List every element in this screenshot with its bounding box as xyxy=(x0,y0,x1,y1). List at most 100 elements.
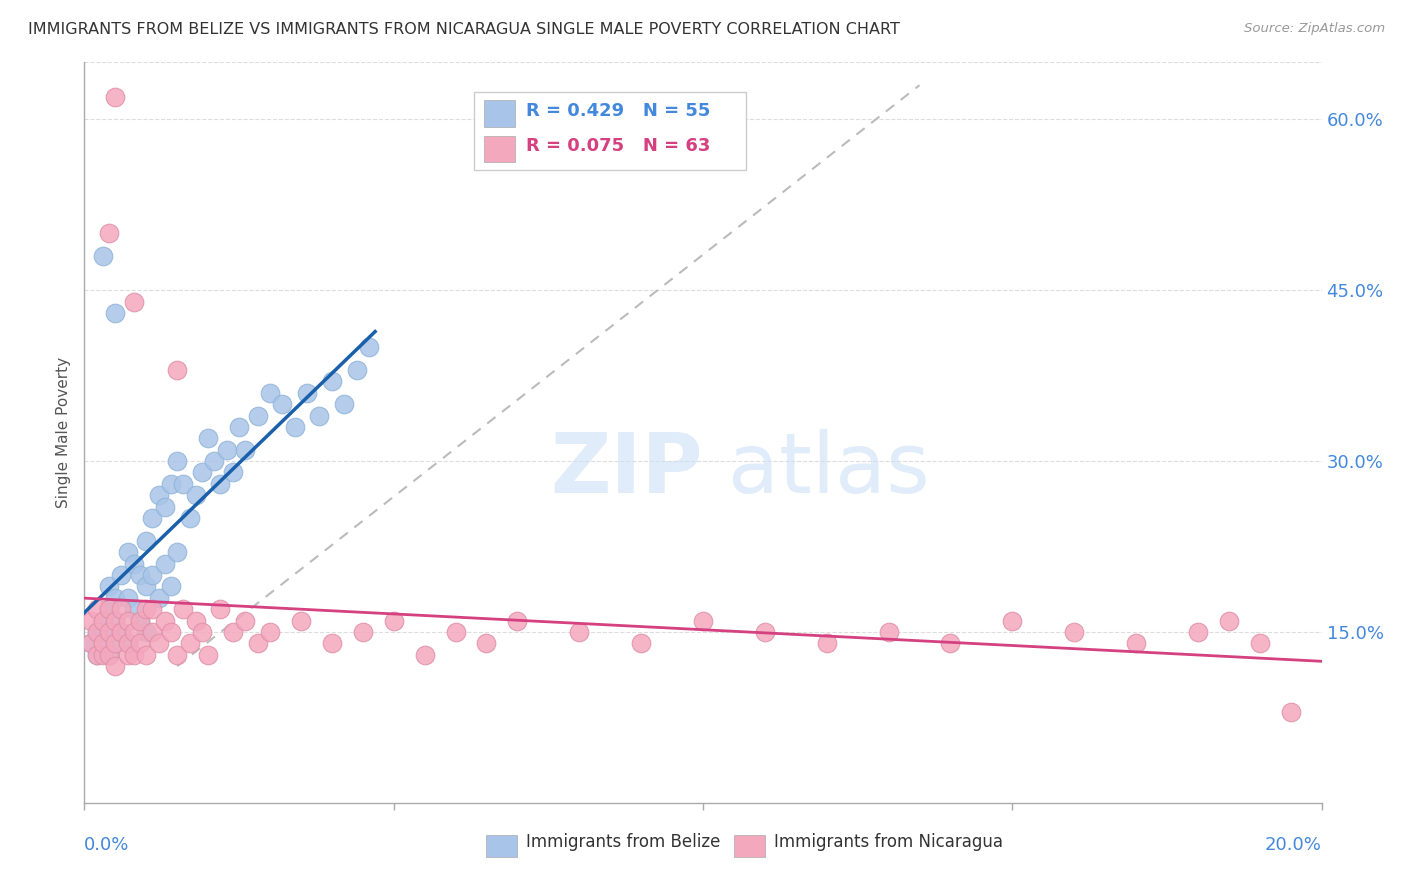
Text: Immigrants from Belize: Immigrants from Belize xyxy=(526,833,720,851)
Point xyxy=(259,385,281,400)
Point xyxy=(1279,705,1302,719)
Point xyxy=(1249,636,1271,650)
Point xyxy=(290,614,312,628)
Point xyxy=(135,602,157,616)
Point xyxy=(877,624,900,639)
Point xyxy=(98,648,121,662)
Point xyxy=(209,476,232,491)
Point xyxy=(754,624,776,639)
FancyBboxPatch shape xyxy=(484,100,515,127)
Point xyxy=(153,614,176,628)
Point xyxy=(166,545,188,559)
Point xyxy=(1125,636,1147,650)
Text: Source: ZipAtlas.com: Source: ZipAtlas.com xyxy=(1244,22,1385,36)
Point xyxy=(630,636,652,650)
Point xyxy=(122,602,145,616)
Point xyxy=(98,602,121,616)
FancyBboxPatch shape xyxy=(486,835,517,857)
Point xyxy=(197,431,219,445)
Point xyxy=(122,624,145,639)
Point xyxy=(1187,624,1209,639)
Point xyxy=(197,648,219,662)
Point xyxy=(110,624,132,639)
Point xyxy=(308,409,330,423)
Point xyxy=(135,579,157,593)
Point xyxy=(117,545,139,559)
Point xyxy=(98,624,121,639)
Point xyxy=(506,614,529,628)
Point xyxy=(148,591,170,605)
Point xyxy=(86,624,108,639)
Point xyxy=(104,614,127,628)
Point xyxy=(135,533,157,548)
Point xyxy=(1001,614,1024,628)
Point xyxy=(259,624,281,639)
Point xyxy=(91,636,114,650)
Point xyxy=(184,488,207,502)
Point xyxy=(179,511,201,525)
Point xyxy=(91,614,114,628)
Point xyxy=(352,624,374,639)
Point xyxy=(122,648,145,662)
Point xyxy=(209,602,232,616)
Point xyxy=(117,636,139,650)
Point xyxy=(222,624,245,639)
Point xyxy=(160,579,183,593)
Point xyxy=(79,636,101,650)
Text: R = 0.075   N = 63: R = 0.075 N = 63 xyxy=(526,137,710,155)
Text: atlas: atlas xyxy=(728,429,929,510)
Point xyxy=(129,614,152,628)
Point xyxy=(815,636,838,650)
Point xyxy=(1063,624,1085,639)
FancyBboxPatch shape xyxy=(734,835,765,857)
Point xyxy=(160,476,183,491)
Point xyxy=(153,500,176,514)
Point xyxy=(692,614,714,628)
Point xyxy=(117,591,139,605)
Point xyxy=(104,636,127,650)
Point xyxy=(202,454,225,468)
Point xyxy=(166,648,188,662)
Point xyxy=(91,614,114,628)
Point xyxy=(321,636,343,650)
Point xyxy=(135,648,157,662)
Point xyxy=(346,363,368,377)
Point xyxy=(141,568,163,582)
Point xyxy=(129,614,152,628)
FancyBboxPatch shape xyxy=(474,92,747,169)
Point xyxy=(122,294,145,309)
Point xyxy=(382,614,405,628)
Point xyxy=(104,614,127,628)
Point xyxy=(475,636,498,650)
Text: IMMIGRANTS FROM BELIZE VS IMMIGRANTS FROM NICARAGUA SINGLE MALE POVERTY CORRELAT: IMMIGRANTS FROM BELIZE VS IMMIGRANTS FRO… xyxy=(28,22,900,37)
Point xyxy=(172,602,194,616)
Point xyxy=(148,488,170,502)
Text: 20.0%: 20.0% xyxy=(1265,836,1322,855)
Text: 0.0%: 0.0% xyxy=(84,836,129,855)
Y-axis label: Single Male Poverty: Single Male Poverty xyxy=(56,357,72,508)
Text: ZIP: ZIP xyxy=(551,429,703,510)
Point xyxy=(117,648,139,662)
Point xyxy=(215,442,238,457)
Point xyxy=(222,466,245,480)
Point xyxy=(141,624,163,639)
Point xyxy=(129,636,152,650)
Point xyxy=(357,340,380,354)
Point xyxy=(160,624,183,639)
Point xyxy=(179,636,201,650)
Point xyxy=(246,409,269,423)
Point xyxy=(98,648,121,662)
Point xyxy=(153,557,176,571)
Point xyxy=(110,568,132,582)
Point xyxy=(191,624,214,639)
Point xyxy=(86,648,108,662)
Point xyxy=(191,466,214,480)
Point xyxy=(98,579,121,593)
Point xyxy=(104,591,127,605)
Point xyxy=(333,397,356,411)
Point xyxy=(117,636,139,650)
Point xyxy=(413,648,436,662)
Point xyxy=(271,397,294,411)
Text: Immigrants from Nicaragua: Immigrants from Nicaragua xyxy=(773,833,1002,851)
Point xyxy=(86,624,108,639)
